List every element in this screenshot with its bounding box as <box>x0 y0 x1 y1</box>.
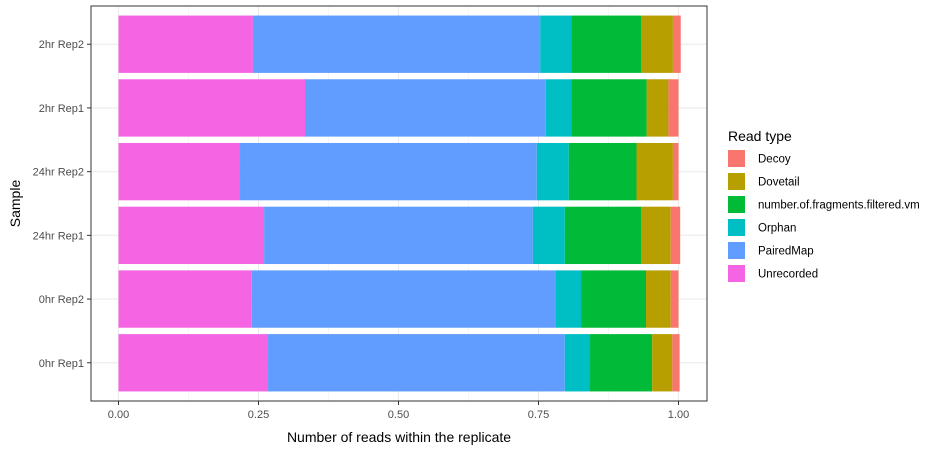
bar-segment <box>555 270 582 328</box>
legend-key <box>728 196 745 213</box>
bar-segment <box>636 142 673 201</box>
bar-segment <box>536 142 569 201</box>
bar-group <box>118 206 681 265</box>
bar-segment <box>571 79 647 137</box>
legend-label: PairedMap <box>758 246 814 258</box>
y-axis-title: Sample <box>7 180 23 228</box>
bar-segment <box>670 270 679 328</box>
y-axis: 0hr Rep1 0hr Rep2 24hr Rep1 24hr Rep2 2hr Re… <box>33 39 91 370</box>
bar-segment <box>646 79 669 137</box>
legend-item: PairedMap <box>728 242 814 259</box>
bar-segment <box>670 206 681 265</box>
bar-segment <box>652 334 673 392</box>
legend-item: Decoy <box>728 150 791 167</box>
bar-segment <box>568 142 637 201</box>
bar-segment <box>640 15 673 73</box>
legend-key <box>728 219 745 236</box>
legend-label: number.of.fragments.filtered.vm <box>758 200 920 212</box>
x-tick-label: 0.00 <box>108 409 129 421</box>
bar-segment <box>672 334 680 392</box>
legend-item: number.of.fragments.filtered.vm <box>728 196 920 213</box>
bar-group <box>118 79 679 137</box>
bar-segment <box>118 334 269 392</box>
bar-segment <box>268 334 565 392</box>
bar-group <box>118 270 679 328</box>
legend-title: Read type <box>728 128 792 144</box>
bar-segment <box>590 334 653 392</box>
legend-label: Orphan <box>758 223 796 235</box>
y-tick-label: 2hr Rep2 <box>39 39 84 51</box>
legend-label: Unrecorded <box>758 269 818 281</box>
bar-segment <box>540 15 572 73</box>
legend-items: Decoy Dovetail number.of.fragments.filtere… <box>728 150 920 282</box>
y-tick-label: 0hr Rep1 <box>39 358 84 370</box>
bar-segment <box>304 79 546 137</box>
bar-segment <box>646 270 671 328</box>
legend-label: Decoy <box>758 154 791 166</box>
bar-segment <box>672 15 681 73</box>
bar-segment <box>252 15 541 73</box>
legend-key <box>728 265 745 282</box>
bar-segment <box>564 334 591 392</box>
y-tick-label: 2hr Rep1 <box>39 103 84 115</box>
bar-segment <box>118 15 253 73</box>
legend-item: Orphan <box>728 219 796 236</box>
y-tick-label: 24hr Rep1 <box>33 230 84 242</box>
legend-key <box>728 173 745 190</box>
legend-key <box>728 150 745 167</box>
bar-segment <box>118 206 265 265</box>
legend: Read type Decoy Dovetail number.of.fragmen… <box>728 128 920 282</box>
bar-segment <box>668 79 679 137</box>
bar-group <box>118 142 679 201</box>
bar-segment <box>571 15 641 73</box>
legend-item: Unrecorded <box>728 265 818 282</box>
x-tick-label: 0.75 <box>528 409 549 421</box>
y-tick-label: 0hr Rep2 <box>39 294 84 306</box>
x-axis-title: Number of reads within the replicate <box>287 429 511 445</box>
bar-segment <box>251 270 556 328</box>
bar-segment <box>581 270 647 328</box>
bar-segment <box>545 79 572 137</box>
x-tick-label: 0.25 <box>248 409 269 421</box>
bar-segment <box>118 270 252 328</box>
bar-group <box>118 15 681 73</box>
bar-segment <box>264 206 533 265</box>
bar-segment <box>640 206 671 265</box>
bars-layer <box>118 15 681 392</box>
legend-item: Dovetail <box>728 173 800 190</box>
x-tick-label: 0.50 <box>388 409 409 421</box>
x-axis: 0.00 0.25 0.50 0.75 1.00 <box>108 401 689 421</box>
bar-segment <box>118 142 241 201</box>
bar-group <box>118 334 680 392</box>
bar-segment <box>532 206 565 265</box>
bar-segment <box>118 79 305 137</box>
bar-segment <box>672 142 679 201</box>
bar-segment <box>240 142 537 201</box>
bar-segment <box>564 206 641 265</box>
x-tick-label: 1.00 <box>668 409 689 421</box>
y-tick-label: 24hr Rep2 <box>33 167 84 179</box>
legend-key <box>728 242 745 259</box>
legend-label: Dovetail <box>758 177 800 189</box>
